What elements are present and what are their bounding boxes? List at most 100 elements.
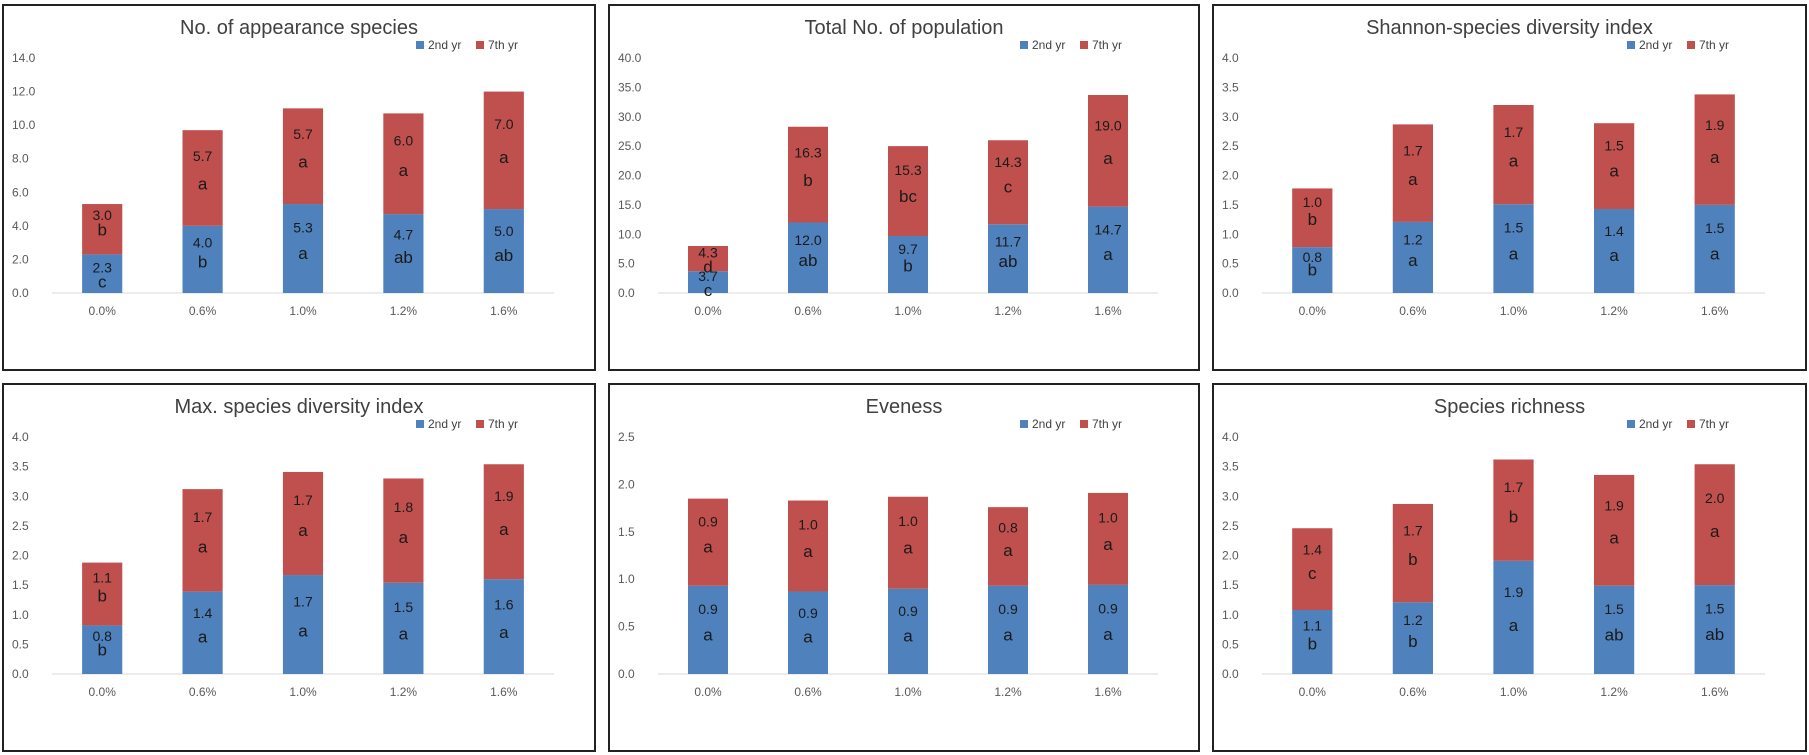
legend-swatch <box>1687 41 1695 49</box>
bar-value-label: 14.3 <box>994 154 1021 170</box>
bar-significance-letter: a <box>1509 616 1519 635</box>
y-tick-label: 4.0 <box>1222 51 1239 65</box>
y-tick-label: 1.0 <box>1222 227 1239 241</box>
y-tick-label: 0.5 <box>618 620 635 634</box>
y-tick-label: 1.0 <box>618 572 635 586</box>
x-tick-label: 1.6% <box>1701 304 1729 318</box>
x-tick-label: 0.6% <box>1399 304 1427 318</box>
bar-segment <box>1292 610 1333 674</box>
bar-significance-letter: a <box>1609 161 1619 180</box>
bar-segment <box>82 204 123 255</box>
bar-value-label: 0.9 <box>698 601 718 617</box>
bar-significance-letter: a <box>499 148 509 167</box>
legend-label: 2nd yr <box>1032 417 1065 431</box>
bar-value-label: 1.1 <box>92 570 112 586</box>
bar-value-label: 1.7 <box>193 509 213 525</box>
legend-label: 7th yr <box>1699 417 1729 431</box>
bar-value-label: 1.9 <box>1705 117 1725 133</box>
x-tick-label: 0.6% <box>189 685 217 699</box>
bar-segment <box>182 130 223 226</box>
bar-segment <box>688 585 728 674</box>
x-tick-label: 1.0% <box>289 685 317 699</box>
x-tick-label: 0.0% <box>89 685 117 699</box>
bar-significance-letter: b <box>1509 507 1518 526</box>
y-tick-label: 30.0 <box>618 110 642 124</box>
bar-value-label: 1.7 <box>293 594 313 610</box>
chart-title: Max. species diversity index <box>175 396 424 418</box>
bar-segment <box>988 507 1028 586</box>
bar-segment <box>688 271 728 293</box>
bar-value-label: 0.9 <box>1098 600 1118 616</box>
bar-significance-letter: a <box>1710 245 1720 264</box>
bar-segment <box>182 591 223 674</box>
bar-value-label: 1.7 <box>1403 143 1423 159</box>
bar-segment <box>1088 206 1128 293</box>
chart-svg: No. of appearance species 2nd yr 7th yr 0.0… <box>12 17 554 318</box>
y-tick-label: 2.0 <box>1222 169 1239 183</box>
y-tick-label: 2.0 <box>12 549 29 563</box>
bar-segment <box>82 254 123 293</box>
chart-title: Shannon-species diversity index <box>1366 17 1653 39</box>
legend: 2nd yr 7th yr <box>1627 38 1729 52</box>
legend-swatch <box>476 41 484 49</box>
bar-value-label: 1.5 <box>1604 601 1624 617</box>
bar-segment <box>1593 585 1635 674</box>
bar-significance-letter: a <box>198 538 208 557</box>
y-tick-label: 4.0 <box>12 219 29 233</box>
bar-segment <box>1493 560 1534 674</box>
bar-segment <box>483 579 524 674</box>
bar-value-label: 1.2 <box>1403 612 1423 628</box>
bar-segment <box>888 236 928 293</box>
bar-segment <box>788 500 828 592</box>
x-tick-label: 1.2% <box>994 685 1022 699</box>
bar-segment <box>1593 208 1635 293</box>
bar-value-label: 1.9 <box>1604 497 1624 513</box>
x-tick-label: 0.0% <box>694 685 722 699</box>
chart-svg: Species richness 2nd yr 7th yr 0.0 0.5 1.0 1.5… <box>1222 396 1765 699</box>
bar-significance-letter: ab <box>394 248 413 267</box>
legend-swatch <box>1687 420 1695 428</box>
bar-significance-letter: a <box>399 528 409 547</box>
bar-segment <box>1493 459 1534 561</box>
bar-value-label: 5.7 <box>193 148 213 164</box>
bar-segment <box>82 625 123 674</box>
y-tick-label: 3.5 <box>1222 460 1239 474</box>
bar-significance-letter: a <box>499 623 509 642</box>
legend: 2nd yr 7th yr <box>1020 417 1122 431</box>
chart-title: Total No. of population <box>804 17 1003 39</box>
bar-value-label: 1.8 <box>394 499 414 515</box>
bar-significance-letter: b <box>97 220 106 239</box>
chart-title: Species richness <box>1434 396 1585 418</box>
y-tick-label: 2.5 <box>12 519 29 533</box>
bar-significance-letter: a <box>1408 170 1418 189</box>
x-tick-label: 0.0% <box>89 304 117 318</box>
bar-segment <box>1292 528 1333 611</box>
bar-value-label: 5.7 <box>293 126 313 142</box>
bar-segment <box>1593 123 1635 209</box>
y-tick-label: 2.0 <box>12 252 29 266</box>
bar-significance-letter: b <box>1308 261 1317 280</box>
x-tick-label: 1.0% <box>1500 685 1528 699</box>
x-tick-label: 0.6% <box>189 304 217 318</box>
bar-value-label: 1.4 <box>1604 223 1624 239</box>
bar-significance-letter: b <box>803 171 812 190</box>
bar-segment <box>888 588 928 674</box>
y-tick-label: 0.0 <box>618 286 635 300</box>
bar-segment <box>1392 221 1434 293</box>
bar-segment <box>483 91 524 210</box>
bar-segment <box>182 489 223 592</box>
y-tick-label: 4.0 <box>1222 430 1239 444</box>
y-tick-label: 0.5 <box>12 637 29 651</box>
bar-segment <box>282 575 324 674</box>
bar-value-label: 9.7 <box>898 241 918 257</box>
y-tick-label: 4.0 <box>12 430 29 444</box>
bar-value-label: 4.0 <box>193 234 213 250</box>
bar-significance-letter: a <box>1710 522 1720 541</box>
bar-segment <box>1694 464 1735 586</box>
y-tick-label: 5.0 <box>618 257 635 271</box>
bar-significance-letter: b <box>1308 210 1317 229</box>
bar-value-label: 1.5 <box>1604 138 1624 154</box>
legend-swatch <box>1020 41 1028 49</box>
bar-value-label: 3.0 <box>92 207 112 223</box>
